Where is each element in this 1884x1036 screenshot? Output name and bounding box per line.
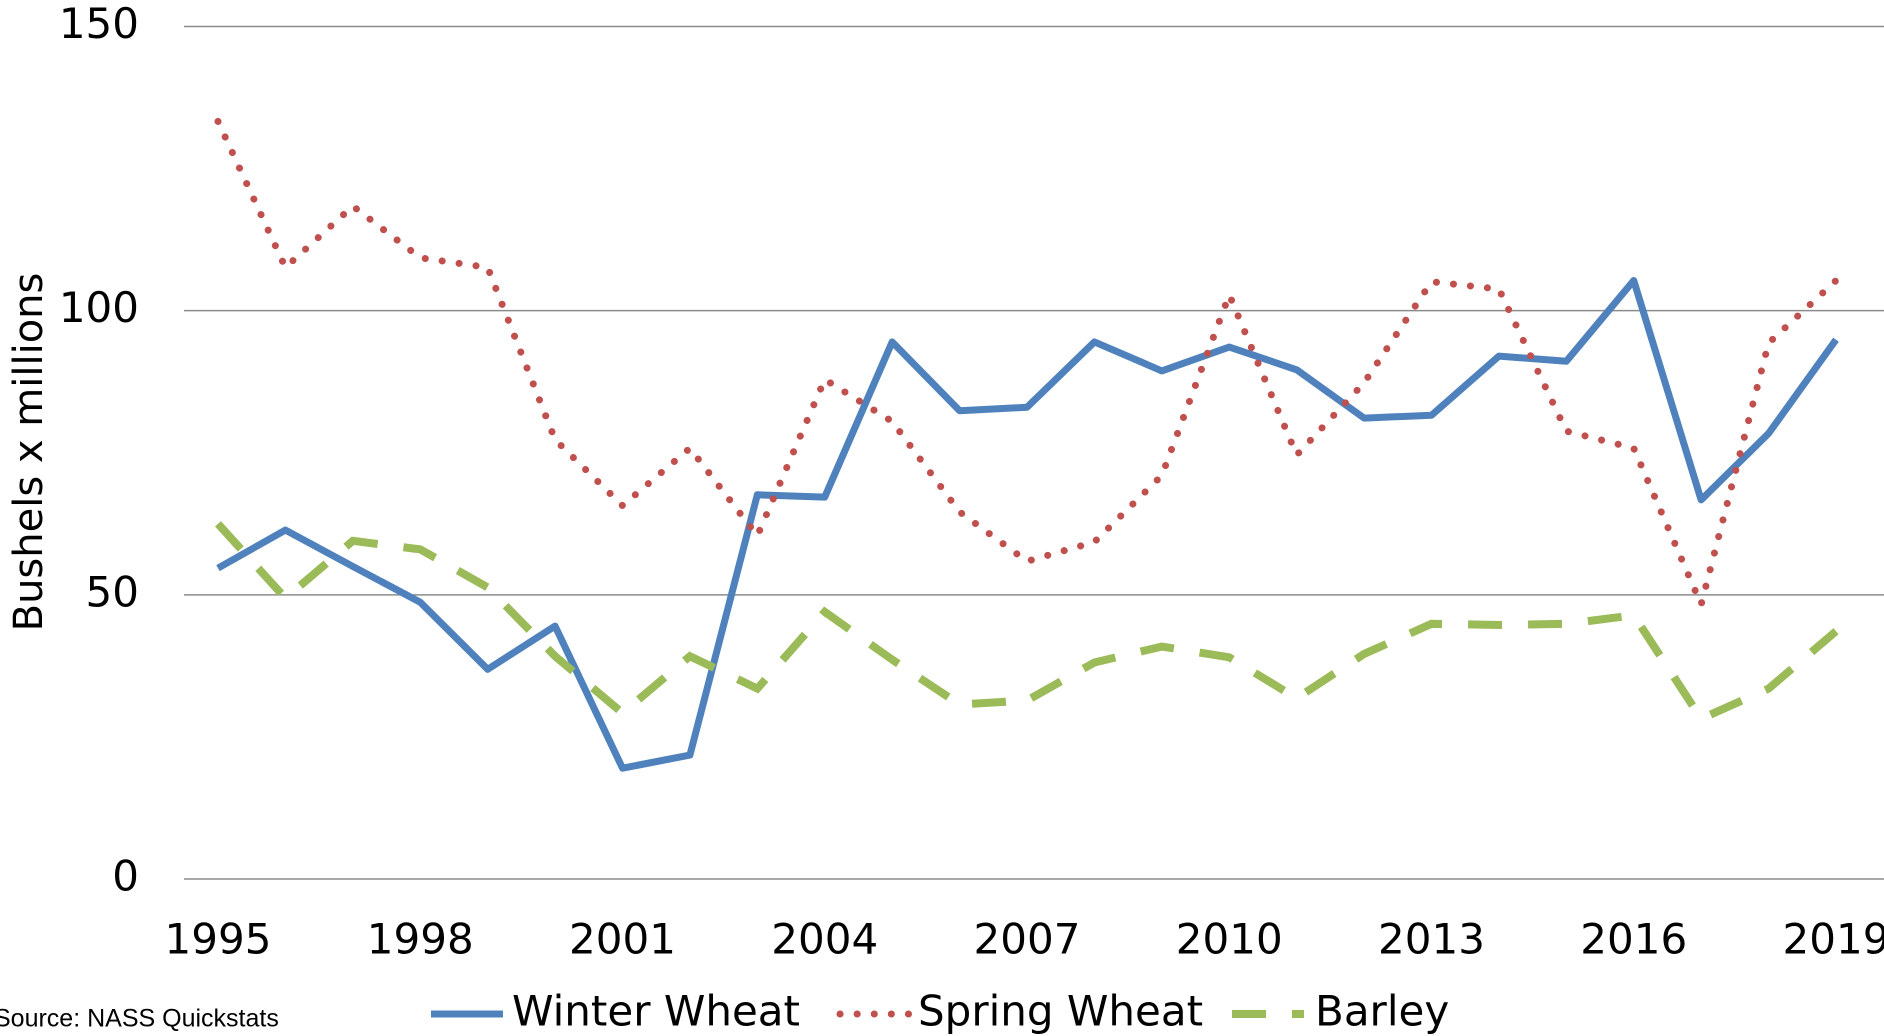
legend-label: Spring Wheat — [918, 987, 1203, 1036]
x-tick-label: 2013 — [1378, 915, 1485, 964]
y-tick-label: 100 — [59, 283, 139, 332]
x-tick-label: 2007 — [974, 915, 1081, 964]
x-tick-label: 2004 — [771, 915, 878, 964]
x-tick-label: 2010 — [1176, 915, 1283, 964]
series-line — [215, 521, 1839, 724]
series-line — [214, 117, 1840, 616]
x-tick-label: 1998 — [367, 915, 474, 964]
y-tick-label: 150 — [59, 0, 139, 48]
x-tick-label: 1995 — [165, 915, 272, 964]
x-tick-label: 2001 — [569, 915, 676, 964]
x-tick-label: 2016 — [1580, 915, 1687, 964]
legend-label: Barley — [1315, 987, 1449, 1036]
legend-label: Winter Wheat — [512, 987, 800, 1036]
source-note: Source: NASS Quickstats — [0, 1005, 279, 1033]
y-axis-label: Bushels x millions — [6, 273, 52, 632]
series-line — [216, 277, 1839, 772]
y-tick-label: 50 — [86, 567, 139, 616]
x-tick-label: 2019 — [1783, 915, 1884, 964]
y-tick-label: 0 — [112, 852, 139, 901]
